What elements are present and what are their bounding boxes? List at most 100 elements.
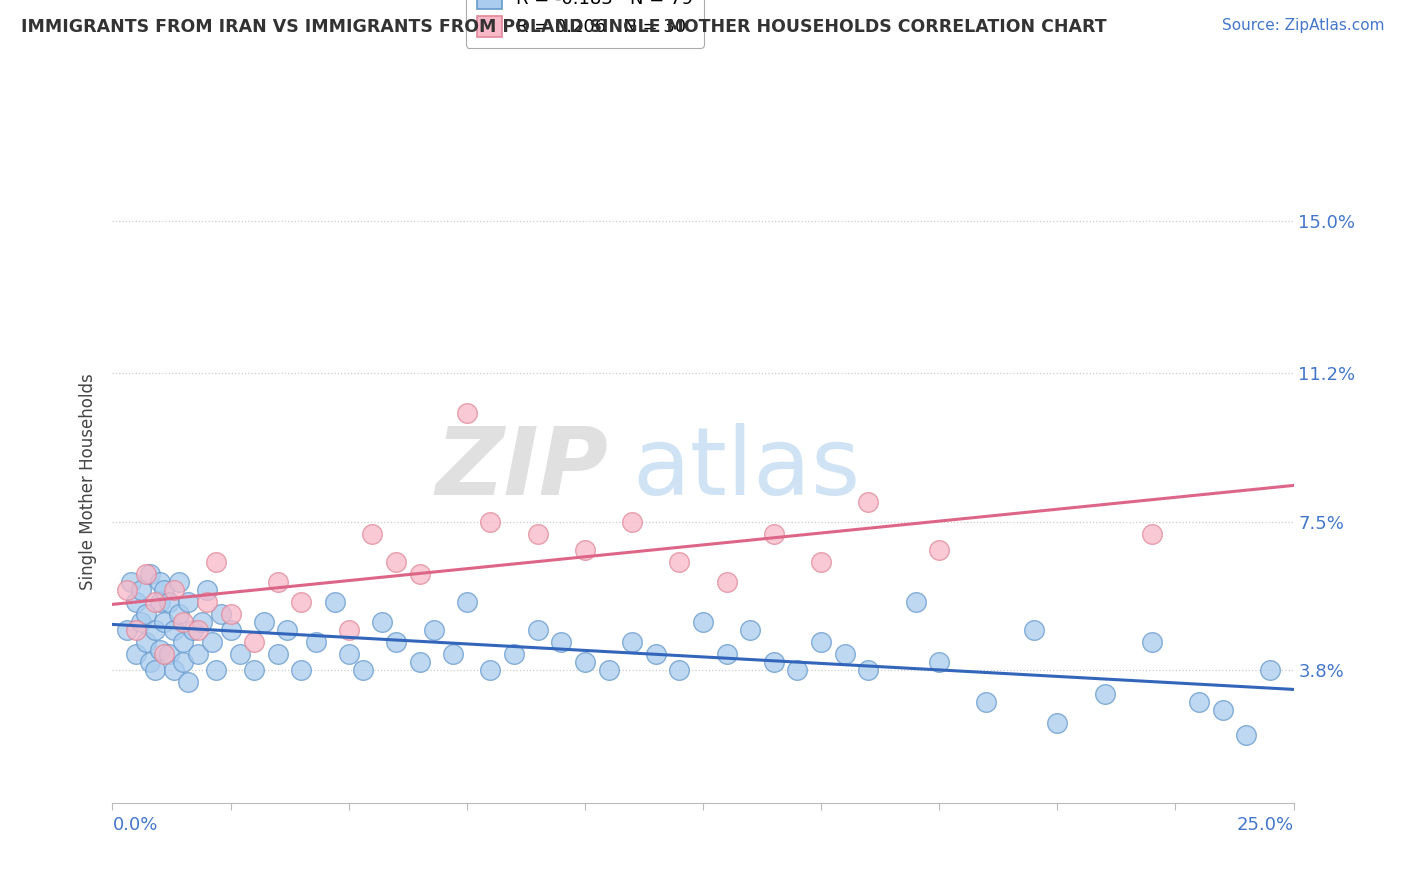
Point	[834, 648, 856, 662]
Point	[143, 623, 166, 637]
Point	[621, 635, 644, 649]
Point	[479, 664, 502, 678]
Point	[371, 615, 394, 630]
Point	[928, 542, 950, 557]
Point	[143, 595, 166, 609]
Point	[135, 607, 157, 622]
Point	[716, 648, 738, 662]
Point	[1140, 635, 1163, 649]
Point	[526, 623, 548, 637]
Text: atlas: atlas	[633, 423, 860, 515]
Point	[323, 595, 346, 609]
Point	[153, 615, 176, 630]
Point	[1046, 715, 1069, 730]
Point	[352, 664, 374, 678]
Point	[243, 635, 266, 649]
Point	[177, 675, 200, 690]
Point	[201, 635, 224, 649]
Point	[408, 567, 430, 582]
Legend: Immigrants from Iran, Immigrants from Poland: Immigrants from Iran, Immigrants from Po…	[380, 890, 860, 892]
Point	[456, 595, 478, 609]
Point	[167, 607, 190, 622]
Point	[149, 643, 172, 657]
Point	[163, 664, 186, 678]
Point	[1140, 527, 1163, 541]
Point	[479, 515, 502, 529]
Point	[526, 527, 548, 541]
Point	[1212, 703, 1234, 717]
Point	[858, 664, 880, 678]
Point	[574, 655, 596, 669]
Point	[1022, 623, 1045, 637]
Point	[229, 648, 252, 662]
Point	[621, 515, 644, 529]
Point	[762, 527, 785, 541]
Point	[574, 542, 596, 557]
Point	[253, 615, 276, 630]
Point	[740, 623, 762, 637]
Point	[692, 615, 714, 630]
Point	[1234, 728, 1257, 742]
Point	[716, 575, 738, 590]
Point	[644, 648, 666, 662]
Point	[186, 623, 208, 637]
Point	[304, 635, 326, 649]
Point	[135, 567, 157, 582]
Point	[149, 595, 172, 609]
Point	[904, 595, 927, 609]
Point	[172, 655, 194, 669]
Point	[195, 583, 218, 598]
Point	[422, 623, 444, 637]
Point	[177, 595, 200, 609]
Point	[361, 527, 384, 541]
Point	[125, 648, 148, 662]
Point	[810, 555, 832, 569]
Point	[385, 635, 408, 649]
Point	[129, 615, 152, 630]
Point	[120, 575, 142, 590]
Point	[167, 575, 190, 590]
Point	[139, 567, 162, 582]
Point	[290, 595, 312, 609]
Point	[172, 635, 194, 649]
Point	[209, 607, 232, 622]
Point	[290, 664, 312, 678]
Point	[129, 583, 152, 598]
Point	[668, 664, 690, 678]
Point	[668, 555, 690, 569]
Point	[219, 607, 242, 622]
Point	[762, 655, 785, 669]
Point	[456, 407, 478, 421]
Point	[550, 635, 572, 649]
Point	[181, 623, 204, 637]
Point	[598, 664, 620, 678]
Point	[219, 623, 242, 637]
Point	[276, 623, 298, 637]
Point	[205, 664, 228, 678]
Point	[115, 623, 138, 637]
Point	[858, 495, 880, 509]
Point	[157, 648, 180, 662]
Point	[786, 664, 808, 678]
Point	[385, 555, 408, 569]
Point	[125, 595, 148, 609]
Point	[153, 648, 176, 662]
Point	[186, 648, 208, 662]
Point	[205, 555, 228, 569]
Point	[149, 575, 172, 590]
Point	[1258, 664, 1281, 678]
Point	[267, 648, 290, 662]
Point	[163, 623, 186, 637]
Point	[143, 664, 166, 678]
Point	[928, 655, 950, 669]
Text: Source: ZipAtlas.com: Source: ZipAtlas.com	[1222, 18, 1385, 33]
Point	[1094, 687, 1116, 701]
Point	[441, 648, 464, 662]
Point	[157, 595, 180, 609]
Point	[243, 664, 266, 678]
Point	[139, 655, 162, 669]
Text: ZIP: ZIP	[436, 423, 609, 515]
Point	[267, 575, 290, 590]
Point	[125, 623, 148, 637]
Point	[337, 623, 360, 637]
